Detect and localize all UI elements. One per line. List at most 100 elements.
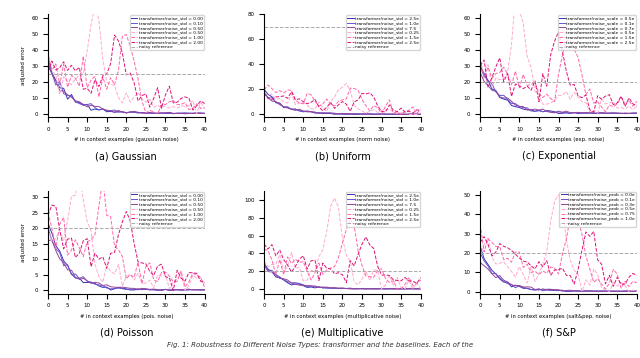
transformer/noise_std = 0.50 bbox=[87, 281, 95, 286]
transformer/noise_std = 0.50 bbox=[83, 105, 91, 109]
transformer/noise_prob = 0.5e bbox=[570, 268, 578, 272]
Line: transformer/noise_std = 1.00: transformer/noise_std = 1.00 bbox=[48, 34, 205, 114]
transformer/noise_scale = 0.5e bbox=[480, 69, 488, 73]
transformer/noise_scale = 0.1e bbox=[618, 111, 625, 115]
transformer/noise_std = 0.10 bbox=[154, 288, 161, 292]
transformer/noise_prob = 0.5e bbox=[590, 267, 598, 271]
transformer/noise_std = 7.5 bbox=[307, 110, 315, 114]
transformer/noise_std = 0.25 bbox=[374, 268, 381, 272]
transformer/noise_std = 1.00 bbox=[72, 238, 79, 242]
transformer/noise_std = 2.5e bbox=[335, 112, 342, 116]
transformer/noise_prob = 0.75 bbox=[508, 260, 515, 264]
transformer/noise_std = 0.10 bbox=[111, 286, 118, 291]
transformer/noise_std = 0.10 bbox=[170, 112, 177, 116]
transformer/noise_std = 1.00 bbox=[111, 83, 118, 87]
transformer/noise_prob = 0.5e bbox=[527, 265, 535, 269]
transformer/noise_scale = 0.5e bbox=[574, 112, 582, 116]
transformer/noise_std = 0.50 bbox=[56, 88, 63, 93]
transformer/noise_prob = 0.5e bbox=[578, 290, 586, 294]
transformer/noise_scale = 0.1e bbox=[476, 65, 484, 69]
transformer/noise_std = 1.0e bbox=[366, 112, 374, 116]
transformer/noise_prob = 0.3e bbox=[578, 289, 586, 293]
transformer/noise_prob = 0.1e bbox=[488, 271, 496, 276]
X-axis label: # in context examples (gaussian noise): # in context examples (gaussian noise) bbox=[74, 137, 179, 142]
transformer/noise_scale = 0.7e bbox=[476, 71, 484, 75]
transformer/noise_scale = 0.7e bbox=[559, 110, 566, 115]
transformer/noise_std = 0.50 bbox=[185, 287, 193, 291]
transformer/noise_std = 0.10 bbox=[91, 106, 99, 110]
transformer/noise_std = 2.5e bbox=[401, 275, 409, 280]
transformer/noise_std = 1.5e bbox=[327, 266, 335, 270]
transformer/noise_std = 0.10 bbox=[166, 110, 173, 115]
transformer/noise_std = 1.5e bbox=[374, 268, 381, 272]
transformer/noise_std = 0.00 bbox=[103, 110, 111, 114]
transformer/noise_prob = 0.0e bbox=[551, 288, 559, 292]
transformer/noise_std = 2.5e bbox=[300, 284, 307, 288]
transformer/noise_scale = 1.5e bbox=[609, 105, 617, 109]
transformer/noise_std = 2.5e bbox=[287, 270, 295, 274]
transformer/noise_prob = 0.5e bbox=[555, 193, 563, 197]
transformer/noise_std = 2.00 bbox=[111, 250, 118, 255]
transformer/noise_std = 1.0e bbox=[413, 112, 420, 116]
transformer/noise_std = 0.50 bbox=[173, 288, 181, 292]
transformer/noise_std = 2.5e bbox=[405, 112, 413, 116]
transformer/noise_std = 1.0e bbox=[381, 112, 389, 117]
transformer/noise_std = 0.25 bbox=[385, 107, 393, 111]
transformer/noise_std = 7.5 bbox=[405, 112, 413, 116]
transformer/noise_prob = 0.1e bbox=[609, 289, 617, 294]
transformer/noise_std = 0.00 bbox=[170, 288, 177, 292]
transformer/noise_std = 1.0e bbox=[370, 287, 378, 291]
transformer/noise_prob = 0.3e bbox=[524, 285, 531, 289]
transformer/noise_std = 0.10 bbox=[48, 238, 56, 243]
transformer/noise_std = 0.25 bbox=[350, 103, 358, 107]
transformer/noise_prob = 0.1e bbox=[539, 289, 547, 293]
transformer/noise_std = 0.10 bbox=[134, 111, 142, 115]
transformer/noise_std = 2.5e bbox=[268, 269, 276, 274]
transformer/noise_std = 2.00 bbox=[72, 69, 79, 73]
transformer/noise_std = 0.10 bbox=[185, 111, 193, 115]
transformer/noise_std = 2.5e bbox=[292, 107, 300, 111]
transformer/noise_std = 1.0e bbox=[409, 112, 417, 116]
transformer/noise_scale = 0.1e bbox=[598, 110, 605, 115]
transformer/noise_std = 0.25 bbox=[358, 277, 366, 281]
transformer/noise_std = 2.5e bbox=[268, 97, 276, 102]
transformer/noise_prob = 0.3e bbox=[633, 289, 640, 293]
transformer/noise_prob = 0.3e bbox=[496, 274, 504, 278]
transformer/noise_std = 0.00 bbox=[173, 287, 181, 292]
transformer/noise_std = 0.25 bbox=[292, 266, 300, 271]
transformer/noise_std = 0.00 bbox=[76, 100, 83, 105]
transformer/noise_scale = 0.7e bbox=[508, 99, 515, 103]
transformer/noise_scale = 2.5e bbox=[566, 83, 574, 87]
transformer/noise_std = 0.50 bbox=[181, 112, 189, 116]
transformer/noise_std = 0.25 bbox=[378, 108, 385, 112]
transformer/noise_std = 0.10 bbox=[111, 108, 118, 112]
transformer/noise_std = 0.10 bbox=[56, 250, 63, 255]
transformer/noise_std = 0.50 bbox=[122, 275, 130, 279]
transformer/noise_std = 2.5e bbox=[296, 97, 303, 101]
transformer/noise_std = 0.25 bbox=[307, 107, 315, 111]
Legend: transformer/noise_scale = 0.5e, transformer/noise_scale = 0.1e, transformer/nois: transformer/noise_scale = 0.5e, transfor… bbox=[558, 15, 636, 50]
transformer/noise_std = 0.50 bbox=[162, 111, 170, 115]
transformer/noise_prob = 0.0e bbox=[531, 288, 539, 292]
transformer/noise_std = 1.00 bbox=[157, 103, 165, 107]
transformer/noise_std = 1.00 bbox=[131, 59, 138, 63]
transformer/noise_std = 0.25 bbox=[260, 259, 268, 263]
Line: transformer/noise_std = 1.00: transformer/noise_std = 1.00 bbox=[48, 179, 205, 287]
transformer/noise_std = 7.5 bbox=[409, 286, 417, 291]
transformer/noise_prob = 0.0e bbox=[582, 289, 589, 293]
transformer/noise_std = 2.5e bbox=[401, 287, 409, 291]
transformer/noise_std = 1.5e bbox=[300, 260, 307, 264]
transformer/noise_std = 0.50 bbox=[68, 194, 76, 198]
transformer/noise_std = 0.00 bbox=[181, 111, 189, 115]
transformer/noise_scale = 0.1e bbox=[484, 78, 492, 83]
transformer/noise_std = 1.00 bbox=[193, 102, 200, 106]
X-axis label: # in context examples (salt&pep. noise): # in context examples (salt&pep. noise) bbox=[505, 314, 612, 319]
transformer/noise_prob = 0.3e bbox=[563, 288, 570, 292]
transformer/noise_std = 0.25 bbox=[381, 283, 389, 287]
transformer/noise_std = 1.00 bbox=[64, 85, 72, 90]
Title: (e) Multiplicative: (e) Multiplicative bbox=[301, 328, 383, 338]
transformer/noise_std = 2.5e bbox=[323, 111, 331, 116]
transformer/noise_std = 0.10 bbox=[138, 111, 146, 115]
transformer/noise_std = 2.5e bbox=[394, 110, 401, 114]
transformer/noise_scale = 0.7e bbox=[598, 111, 605, 115]
